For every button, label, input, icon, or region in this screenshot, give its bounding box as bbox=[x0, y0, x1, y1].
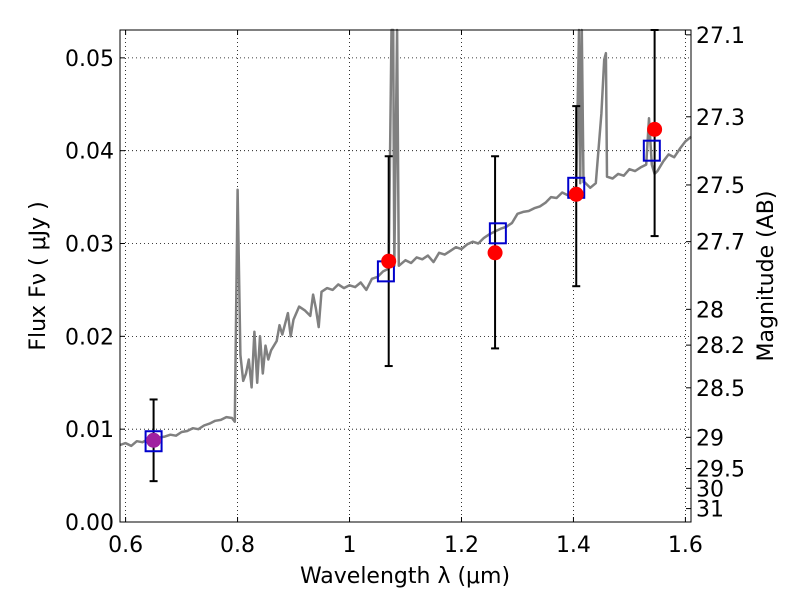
plot-frame bbox=[119, 29, 692, 523]
axes-layer: 0.6 0.8 1 1.2 1.4 1.6 0.00 0.01 0.02 0.03 0.04 0.05… bbox=[65, 24, 745, 558]
y2-axis-label: Magnitude (AB) bbox=[754, 191, 779, 362]
x-tick-label: 0.6 bbox=[108, 533, 143, 558]
x-tick-label: 1 bbox=[343, 533, 357, 558]
mag-tick-label: 27.1 bbox=[696, 24, 745, 49]
model-band-square bbox=[144, 430, 163, 453]
y-tick-label: 0.01 bbox=[65, 418, 114, 443]
mag-tick-label: 27.3 bbox=[696, 106, 745, 131]
y-axis-label: Flux Fν ( μJy ) bbox=[26, 201, 51, 350]
mag-tick-label: 29 bbox=[696, 426, 724, 451]
y-tick-label: 0.04 bbox=[65, 140, 114, 165]
observed-layer bbox=[146, 121, 663, 448]
mag-tick-label: 29.5 bbox=[696, 458, 745, 483]
x-tick-label: 1.4 bbox=[556, 533, 591, 558]
x-axis-label: Wavelength λ (μm) bbox=[300, 564, 510, 589]
x-tick-label: 0.8 bbox=[220, 533, 255, 558]
mag-tick-label: 28.2 bbox=[696, 334, 745, 359]
y-tick-label: 0.05 bbox=[65, 47, 114, 72]
observed-point bbox=[568, 186, 584, 202]
mag-tick-label: 27.7 bbox=[696, 231, 745, 256]
model-band-square bbox=[488, 222, 507, 245]
observed-point bbox=[146, 432, 162, 448]
observed-point bbox=[487, 245, 503, 261]
mag-tick-label: 31 bbox=[696, 498, 724, 523]
observed-point bbox=[381, 253, 397, 269]
observed-point bbox=[647, 121, 663, 137]
mag-tick-label: 28.5 bbox=[696, 377, 745, 402]
mag-tick-label: 30 bbox=[696, 477, 724, 502]
y-tick-label: 0.03 bbox=[65, 233, 114, 258]
mag-tick-label: 27.5 bbox=[696, 174, 745, 199]
x-tick-label: 1.6 bbox=[668, 533, 703, 558]
model-band-square bbox=[642, 139, 661, 162]
y-tick-label: 0.00 bbox=[65, 511, 114, 536]
mag-tick-label: 28 bbox=[696, 298, 724, 323]
x-tick-label: 1.2 bbox=[444, 533, 479, 558]
y-tick-label: 0.02 bbox=[65, 325, 114, 350]
